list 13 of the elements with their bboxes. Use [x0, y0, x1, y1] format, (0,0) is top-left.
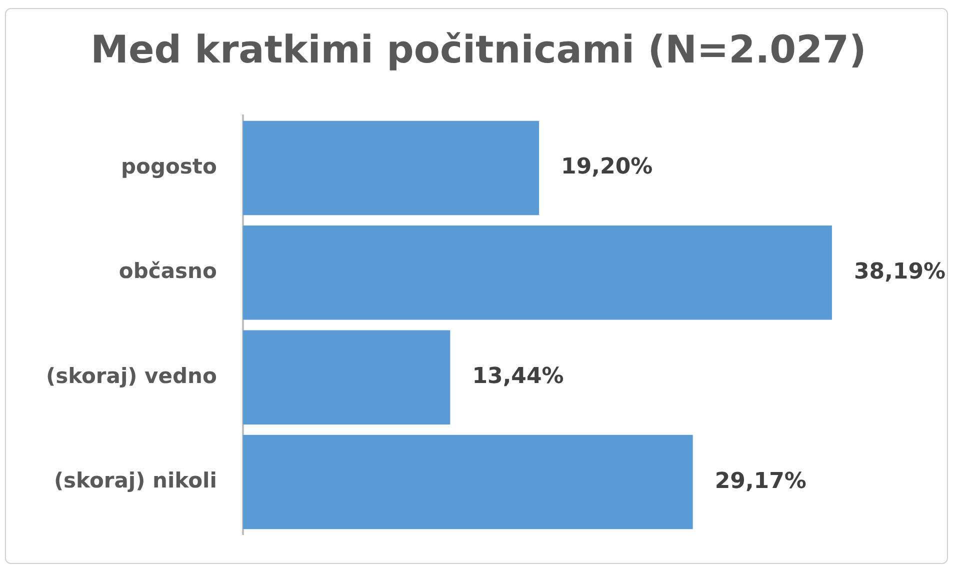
y-tick-label: občasno	[118, 259, 217, 284]
y-tick-label: (skoraj) vedno	[46, 364, 217, 388]
data-label: 38,19%	[854, 259, 946, 284]
y-tick-label: (skoraj) nikoli	[54, 468, 217, 493]
bar	[242, 434, 693, 530]
y-tick-label: pogosto	[121, 154, 217, 178]
bar	[242, 330, 450, 424]
data-label: 29,17%	[714, 468, 806, 494]
chart-title: Med kratkimi počitnicami (N=2.027)	[90, 28, 866, 72]
data-label: 19,20%	[561, 154, 653, 180]
bar	[242, 120, 540, 216]
bar	[242, 226, 832, 320]
data-label: 13,44%	[472, 364, 564, 390]
